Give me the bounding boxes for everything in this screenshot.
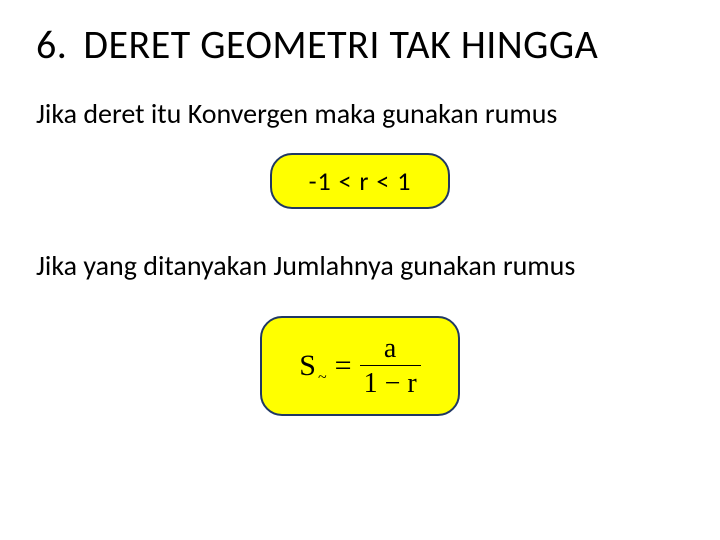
formula-sum-S: S xyxy=(299,349,316,383)
body-line-2: Jika yang ditanyakan Jumlahnya gunakan r… xyxy=(36,249,684,283)
slide-number: 6. xyxy=(36,20,67,69)
formula-box-sum: S ~ = a 1 − r xyxy=(260,316,460,416)
formula-box-convergence: -1 < r < 1 xyxy=(270,153,450,209)
formula-sum-lhs: S ~ xyxy=(299,349,326,383)
formula-sum-fraction: a 1 − r xyxy=(360,335,421,398)
slide: 6. DERET GEOMETRI TAK HINGGA Jika deret … xyxy=(0,0,720,540)
formula-sum-equals: = xyxy=(335,349,352,383)
slide-title-row: 6. DERET GEOMETRI TAK HINGGA xyxy=(36,20,684,69)
formula-sum-numerator: a xyxy=(378,335,402,365)
body-line-1: Jika deret itu Konvergen maka gunakan ru… xyxy=(36,97,684,131)
formula-sum-denominator: 1 − r xyxy=(360,365,421,398)
formula-sum-subscript: ~ xyxy=(318,369,327,387)
formula-sum-equation: S ~ = a 1 − r xyxy=(299,335,420,398)
slide-title: DERET GEOMETRI TAK HINGGA xyxy=(83,20,598,69)
formula-convergence-text: -1 < r < 1 xyxy=(309,165,412,197)
